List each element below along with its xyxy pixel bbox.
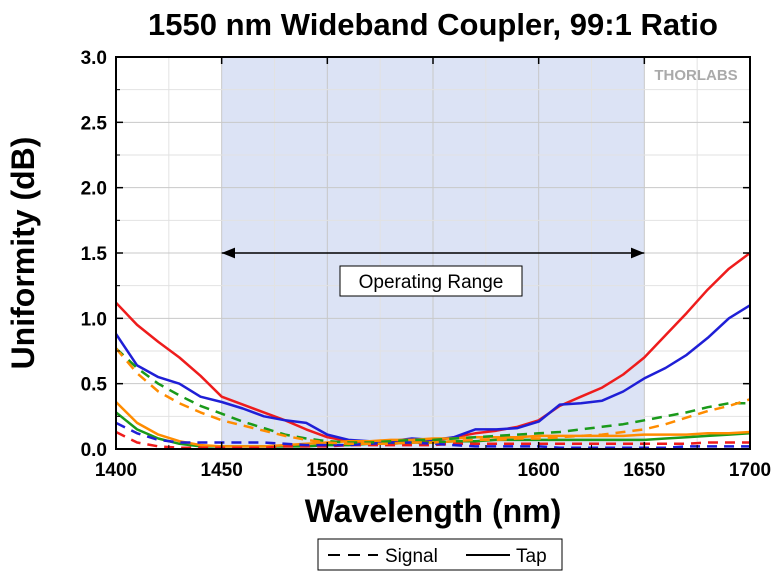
- x-tick-labels: 1400 1450 1500 1550 1600 1650 1700: [95, 460, 771, 481]
- y-tick-label: 0.0: [81, 440, 107, 461]
- tap-red-line: [116, 251, 750, 444]
- x-tick-label: 1650: [623, 460, 665, 481]
- thorlabs-logo: THORLABS: [654, 67, 737, 84]
- legend-tap-label: Tap: [516, 546, 547, 567]
- x-tick-label: 1500: [306, 460, 348, 481]
- legend-signal-label: Signal: [385, 546, 438, 567]
- legend: Signal Tap: [317, 538, 563, 571]
- y-tick-label: 0.5: [81, 375, 108, 396]
- y-tick-label: 2.0: [81, 179, 107, 200]
- x-tick-label: 1700: [729, 460, 771, 481]
- y-tick-labels: 0.0 0.5 1.0 1.5 2.0 2.5 3.0: [81, 48, 108, 461]
- x-axis-title: Wavelength (nm): [305, 493, 562, 529]
- x-tick-label: 1600: [518, 460, 560, 481]
- x-tick-label: 1450: [201, 460, 243, 481]
- operating-range-label: Operating Range: [359, 272, 504, 293]
- axis-ticks: [115, 56, 751, 450]
- x-tick-label: 1400: [95, 460, 137, 481]
- y-tick-label: 2.5: [81, 113, 108, 134]
- operating-range-label-box: [339, 265, 523, 297]
- y-tick-label: 1.5: [81, 244, 108, 265]
- y-tick-label: 1.0: [81, 309, 107, 330]
- y-axis-title: Uniformity (dB): [5, 137, 41, 370]
- y-tick-label: 3.0: [81, 48, 107, 69]
- x-tick-label: 1550: [412, 460, 454, 481]
- signal-green-line: [116, 347, 750, 444]
- chart-title: 1550 nm Wideband Coupler, 99:1 Ratio: [148, 7, 718, 42]
